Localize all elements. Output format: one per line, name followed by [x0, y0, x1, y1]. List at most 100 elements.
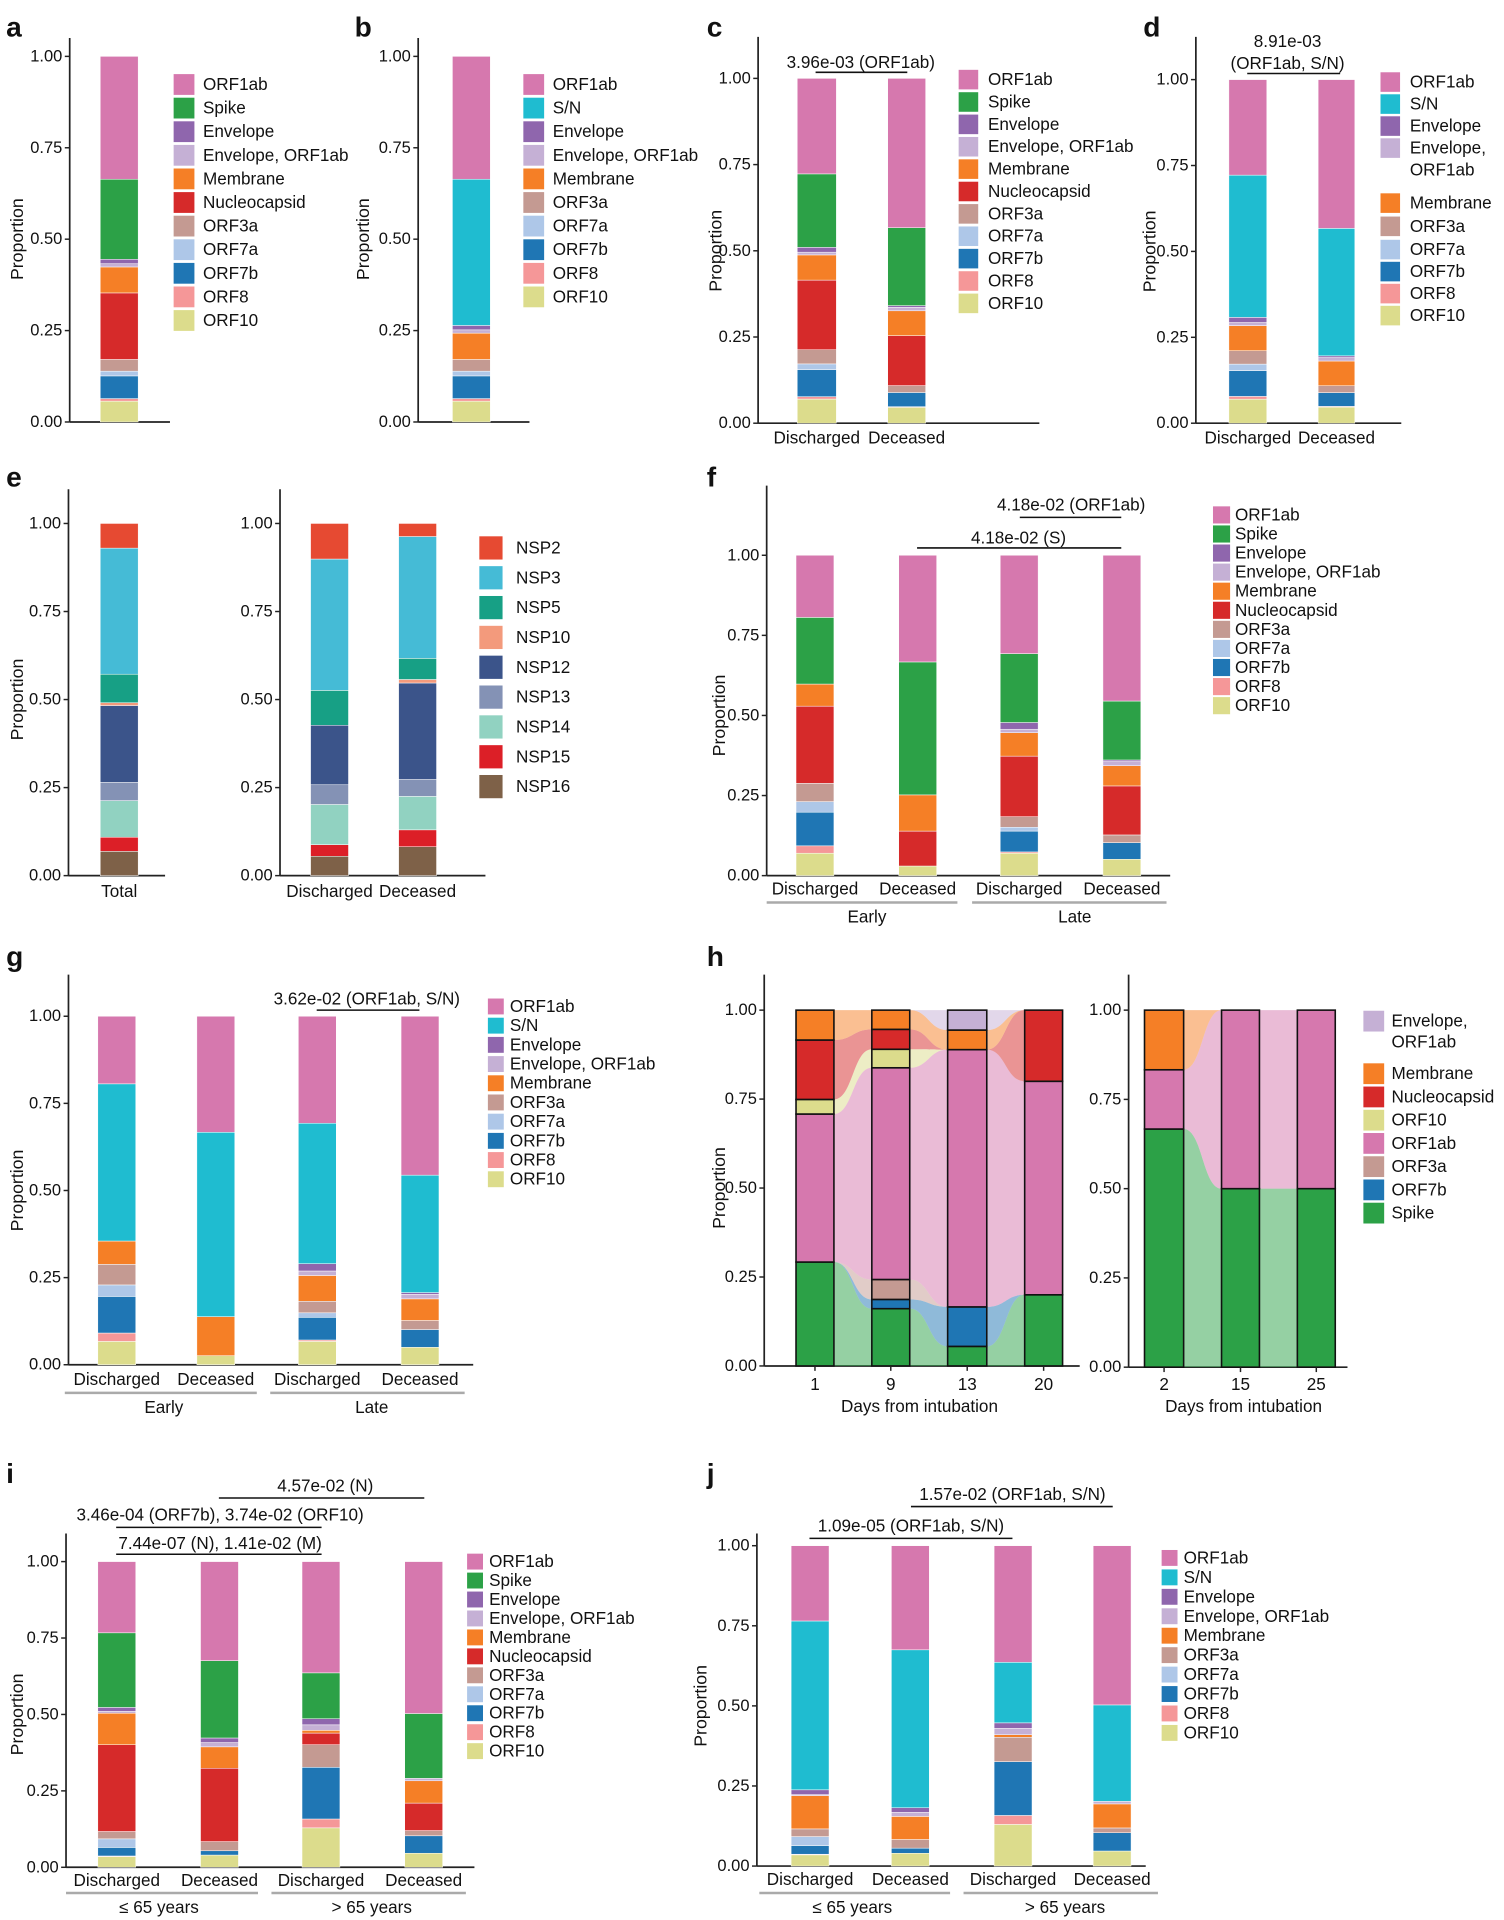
- legend-swatch: [1161, 1705, 1178, 1722]
- bar-segment-orf1ab: [887, 78, 926, 228]
- legend-item-spike: Spike: [1212, 524, 1278, 543]
- legend-label: ORF1ab: [553, 75, 618, 94]
- legend-label: ORF1ab: [203, 75, 268, 94]
- bar-segment-envelope-orf1ab: [97, 1711, 136, 1714]
- bar-segment-orf1ab: [891, 1545, 930, 1651]
- bar-segment-orf3a: [993, 1737, 1033, 1762]
- legend-item-nucleocapsid: Nucleocapsid: [1363, 1086, 1494, 1108]
- bar-segment-nucleocapsid: [97, 1744, 136, 1832]
- bar-segment-nucleocapsid: [301, 1732, 341, 1745]
- y-tick-label: 0.00: [1089, 1358, 1121, 1376]
- legend-swatch: [1363, 1202, 1385, 1224]
- y-tick-label: 0.75: [1156, 157, 1188, 175]
- panel-letter: a: [6, 12, 22, 43]
- legend-item-orf10: ORF10: [523, 286, 608, 308]
- y-tick-label: 0.00: [717, 1857, 749, 1875]
- bar-segment-orf1ab: [795, 555, 835, 618]
- legend-item-orf7b: ORF7b: [1380, 261, 1465, 282]
- legend-item-membrane: Membrane: [958, 159, 1070, 179]
- bar-segment-orf8: [100, 398, 139, 402]
- y-tick-label: 1.00: [725, 1001, 757, 1019]
- legend-item-envelope-orf1ab: Envelope, ORF1ab: [467, 1609, 635, 1628]
- legend-swatch: [1161, 1627, 1178, 1644]
- legend-item-nsp14: NSP14: [479, 715, 571, 739]
- bar-segment-orf3a: [999, 816, 1039, 828]
- legend-swatch: [1161, 1549, 1178, 1566]
- bar-segment-orf3a: [400, 1320, 440, 1330]
- legend-item-orf7b: ORF7b: [467, 1704, 544, 1723]
- bar-segment-membrane: [790, 1795, 830, 1830]
- legend-item-orf7b: ORF7b: [958, 248, 1043, 269]
- legend-label: ORF3a: [1392, 1157, 1448, 1176]
- x-tick-label: Discharged: [274, 1370, 361, 1389]
- flow-spike: [1183, 1129, 1222, 1368]
- x-tick-label: Deceased: [1083, 880, 1160, 899]
- p-value-annotation: 3.62e-02 (ORF1ab, S/N): [274, 990, 460, 1009]
- legend-label: ORF1ab: [1184, 1548, 1249, 1567]
- bar-segment-orf10: [796, 398, 837, 424]
- bar-segment-spike: [871, 1307, 911, 1367]
- bar-segment-envelope: [298, 1263, 337, 1272]
- legend-label: ORF7b: [510, 1131, 565, 1150]
- legend-item-orf7a: ORF7a: [1380, 239, 1465, 260]
- bar-segment-membrane: [298, 1275, 337, 1302]
- bar-segment-nucleocapsid: [887, 335, 926, 386]
- panel-i: i 0.00 0.25 0.50 0.75 1.00 Proportion Discharge…: [6, 1458, 635, 1917]
- bar-segment-orf7a: [1228, 363, 1268, 371]
- group-label: > 65 years: [1025, 1898, 1105, 1917]
- bar-segment-membrane: [999, 732, 1039, 757]
- legend-item-orf1ab: ORF1ab: [958, 69, 1053, 90]
- legend-swatch: [958, 114, 979, 135]
- bar-1: [796, 78, 837, 424]
- y-axis-label: Proportion: [7, 1674, 27, 1756]
- bar-segment-nsp12: [100, 705, 139, 783]
- legend-swatch: [1380, 261, 1401, 282]
- y-tick-label: 0.00: [725, 1357, 757, 1375]
- bar-segment-s-n: [298, 1122, 337, 1264]
- y-tick-label: 0.75: [725, 1090, 757, 1108]
- bar-segment-orf7b: [795, 811, 835, 847]
- legend-label: ORF3a: [489, 1666, 545, 1685]
- bar-3: [1296, 1009, 1337, 1368]
- bar-segment-envelope: [97, 1707, 136, 1712]
- bar-segment-spike: [796, 173, 837, 248]
- legend-swatch: [1363, 1010, 1385, 1032]
- legend: ORF1ab S/N Envelope Envelope, ORF1ab Membrane…: [1380, 72, 1492, 326]
- bar-segment-membrane: [100, 266, 139, 294]
- legend-item-membrane: Membrane: [523, 168, 634, 190]
- legend-swatch: [1161, 1666, 1178, 1683]
- bar-segment-spike: [1143, 1128, 1185, 1368]
- bar-segment-envelope-orf1ab: [891, 1812, 930, 1817]
- legend-swatch: [958, 136, 979, 157]
- legend-item-envelope: Envelope: [467, 1590, 560, 1609]
- legend-item-envelope: Envelope: [1212, 544, 1306, 563]
- legend-swatch: [479, 595, 503, 620]
- bar-segment-orf10: [100, 400, 139, 423]
- legend-swatch: [173, 74, 195, 95]
- bar-segment-envelope: [891, 1807, 930, 1813]
- y-tick-label: 0.50: [725, 1179, 757, 1197]
- bar-segment-nucleocapsid: [795, 705, 835, 784]
- bar-segment-envelope-orf1ab: [200, 1742, 239, 1748]
- bar-segment-nucleocapsid: [898, 830, 937, 867]
- y-tick-label: 1.00: [29, 514, 61, 532]
- bar-4: [1092, 1545, 1132, 1867]
- flow-spike: [1259, 1188, 1298, 1368]
- legend-label: Nucleocapsid: [1235, 601, 1338, 620]
- legend-item-spike: Spike: [1363, 1202, 1434, 1224]
- bar-segment-orf10: [999, 852, 1039, 876]
- bar-segment-envelope-orf1ab: [887, 307, 926, 312]
- bar-segment-orf7b: [298, 1317, 337, 1341]
- bar-segment-envelope-orf1ab: [1317, 357, 1356, 362]
- legend-label: ORF1ab: [1235, 505, 1300, 524]
- p-value-annotation: 8.91e-03: [1254, 32, 1322, 51]
- y-tick-label: 0.25: [379, 322, 411, 340]
- panel-d: d 0.00 0.25 0.50 0.75 1.00 Proportion Discharge…: [1139, 12, 1491, 448]
- legend-item-orf1ab: ORF1ab: [487, 997, 575, 1016]
- flow-orf10: [833, 1049, 872, 1115]
- bar-segment-orf7a: [97, 1838, 136, 1848]
- bar-segment-spike: [999, 653, 1039, 723]
- legend-swatch: [523, 121, 545, 143]
- legend-swatch: [173, 310, 195, 331]
